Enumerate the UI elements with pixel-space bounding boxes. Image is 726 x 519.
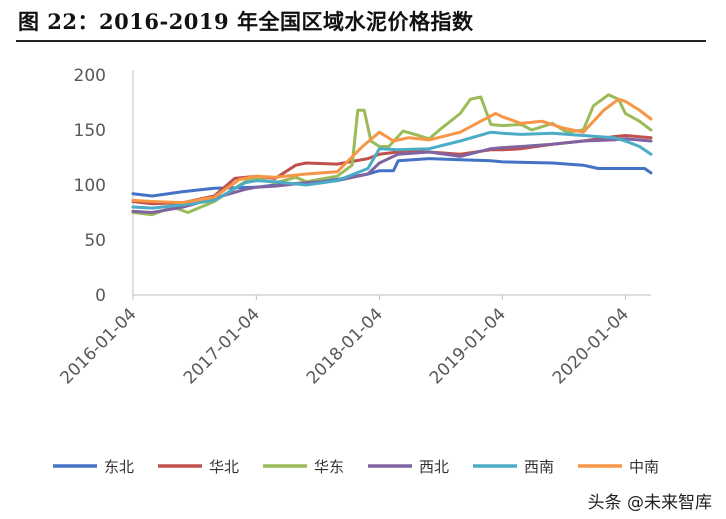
series-line-中南	[131, 97, 653, 205]
legend-label: 华北	[209, 458, 239, 476]
y-tick-label: 50	[84, 231, 106, 251]
x-axis: 2016-01-04 2017-01-04 2018-01-04 2019-01-04…	[57, 294, 651, 388]
legend-label: 西南	[524, 458, 554, 476]
legend-label: 中南	[629, 458, 659, 476]
series-lines	[131, 93, 653, 217]
watermark: 头条 @未来智库	[587, 493, 712, 513]
y-tick-label: 150	[74, 121, 106, 141]
title-divider	[16, 40, 706, 42]
y-tick-label: 0	[95, 286, 106, 306]
x-tick-label: 2016-01-04	[57, 304, 141, 388]
y-tick-label: 100	[74, 176, 106, 196]
series-line-西北	[131, 137, 653, 214]
legend-label: 东北	[104, 458, 134, 476]
legend-label: 华东	[314, 458, 344, 476]
x-tick-label: 2017-01-04	[180, 304, 264, 388]
series-line-西南	[131, 130, 653, 210]
series-line-东北	[131, 157, 653, 198]
figure-title: 图 22：2016-2019 年全国区域水泥价格指数	[18, 9, 474, 34]
x-tick-label: 2019-01-04	[426, 304, 510, 388]
y-axis: 0 50 100 150 200	[74, 66, 134, 306]
x-tick-label: 2018-01-04	[303, 304, 387, 388]
legend-label: 西北	[419, 458, 449, 476]
y-tick-label: 200	[74, 66, 106, 86]
x-tick-label: 2020-01-04	[549, 304, 633, 388]
legend: 东北 华北 华东 西北 西南 中南	[53, 458, 659, 476]
